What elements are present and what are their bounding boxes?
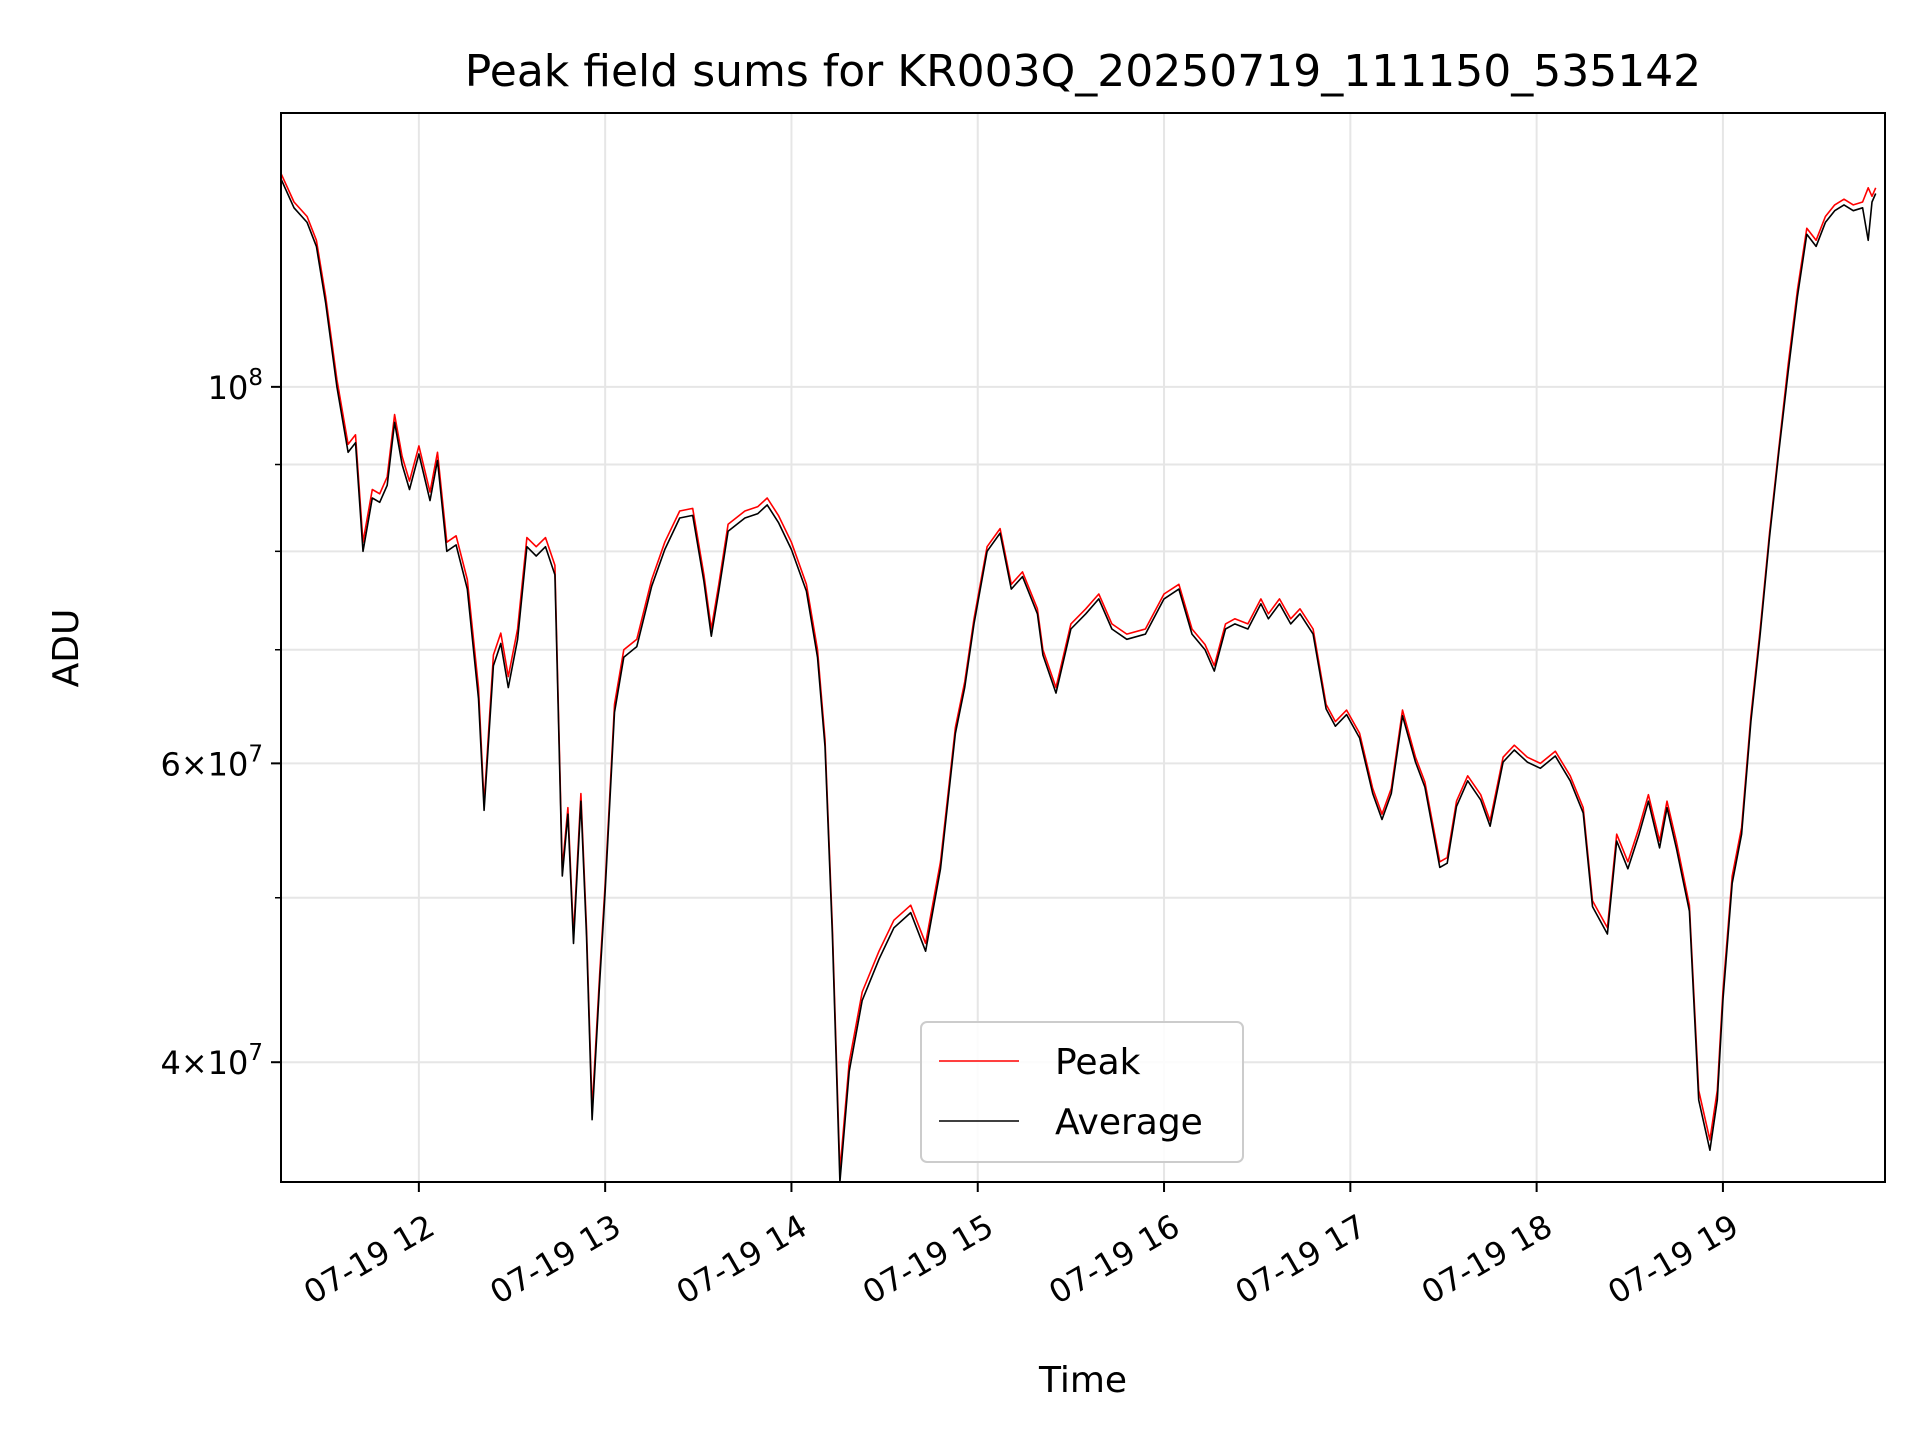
- chart-title: Peak field sums for KR003Q_20250719_1111…: [465, 46, 1701, 97]
- series-line-peak: [281, 173, 1877, 1172]
- x-axis-label: Time: [1038, 1360, 1127, 1401]
- series-lines: [281, 173, 1877, 1182]
- legend-label-peak: Peak: [1055, 1042, 1141, 1083]
- y-tick-label: 4×107: [160, 1040, 263, 1082]
- plot-frame: [280, 112, 1886, 1183]
- legend-label-average: Average: [1055, 1102, 1203, 1143]
- y-tick-label: 108: [208, 365, 263, 407]
- y-tick-label: 6×107: [160, 741, 263, 783]
- grid: [281, 113, 1885, 1182]
- series-line-average: [281, 178, 1877, 1182]
- legend: Peak Average: [920, 1021, 1244, 1163]
- y-axis-label: ADU: [46, 609, 87, 688]
- legend-box: [920, 1021, 1244, 1163]
